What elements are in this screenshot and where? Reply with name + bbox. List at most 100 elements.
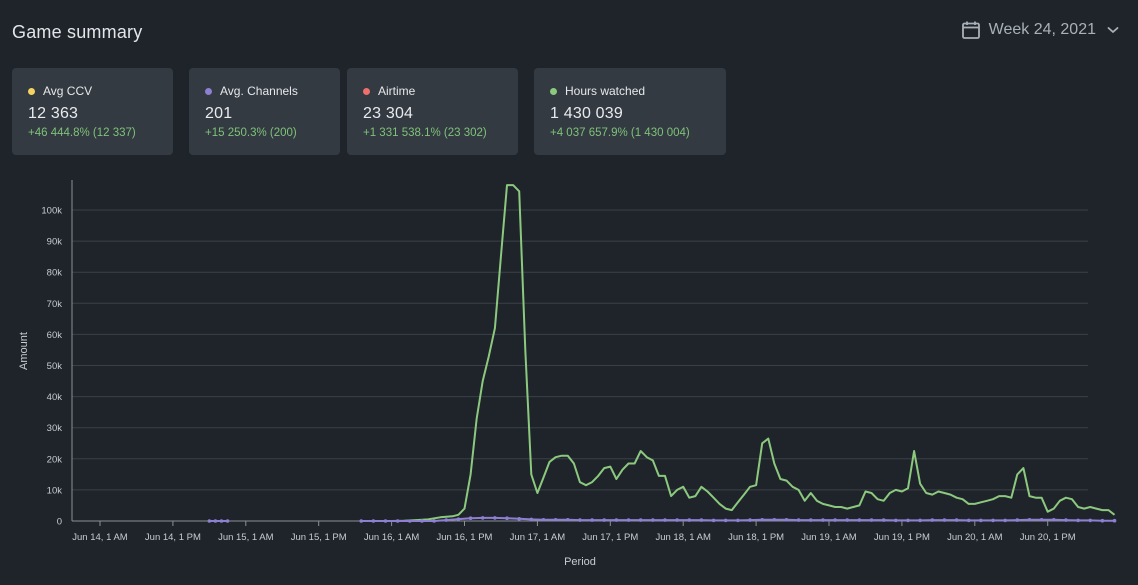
data-point	[954, 518, 959, 522]
data-point	[663, 518, 667, 522]
x-tick-label: Jun 19, 1 AM	[801, 532, 857, 543]
card-delta: +1 331 538.1% (23 302)	[363, 127, 487, 139]
data-point	[1112, 518, 1117, 523]
x-tick-label: Jun 19, 1 PM	[874, 532, 930, 543]
y-tick-label: 40k	[47, 392, 63, 403]
legend-dot	[550, 87, 557, 95]
card-delta: +15 250.3% (200)	[205, 127, 297, 139]
data-point	[408, 519, 412, 523]
x-tick-label: Jun 14, 1 PM	[145, 532, 201, 543]
y-tick-label: 20k	[47, 454, 63, 465]
data-point	[808, 518, 813, 522]
x-tick-label: Jun 15, 1 PM	[291, 532, 347, 543]
data-point	[371, 519, 376, 523]
data-point	[1027, 517, 1032, 522]
data-point	[383, 519, 388, 523]
data-point	[590, 518, 594, 522]
data-point	[219, 519, 224, 523]
data-point	[675, 518, 679, 522]
data-point	[456, 517, 461, 521]
data-point	[225, 519, 230, 523]
y-tick-label: 50k	[47, 361, 63, 372]
data-point	[480, 516, 485, 520]
legend-dot	[28, 87, 35, 95]
y-tick-label: 60k	[47, 330, 63, 341]
data-point	[930, 518, 935, 522]
data-point	[857, 518, 862, 522]
data-point	[493, 516, 497, 520]
x-axis-label: Period	[564, 556, 596, 568]
data-point	[942, 518, 947, 522]
data-point	[760, 517, 764, 522]
series	[207, 184, 1117, 523]
x-tick-label: Jun 15, 1 AM	[218, 532, 274, 543]
y-tick-labels: 0 10k 20k 30k 40k 50k 60k 70k 80k 90k 100k	[41, 206, 62, 528]
x-tick-labels: Jun 14, 1 AM Jun 14, 1 PM Jun 15, 1 AM Jun …	[72, 532, 1075, 543]
y-axis-label: Amount	[18, 332, 30, 370]
y-tick-label: 10k	[47, 485, 63, 496]
x-tick-label: Jun 17, 1 PM	[582, 532, 638, 543]
data-point	[845, 518, 850, 522]
card-label: Airtime	[378, 84, 416, 98]
data-point	[517, 517, 521, 521]
data-point	[869, 518, 874, 522]
data-point	[213, 519, 218, 523]
data-point	[881, 518, 886, 522]
data-point	[821, 518, 825, 522]
week-label: Week 24, 2021	[988, 21, 1096, 38]
axes	[71, 180, 1088, 526]
data-point	[420, 519, 424, 523]
card-label: Hours watched	[565, 84, 646, 98]
card-value: 1 430 039	[550, 105, 623, 122]
legend-dot	[363, 87, 370, 95]
week-picker[interactable]: Week 24, 2021	[961, 20, 1120, 40]
data-point	[1051, 517, 1056, 522]
y-tick-label: 100k	[41, 206, 62, 217]
line-chart: 0 10k 20k 30k 40k 50k 60k 70k 80k 90k 100k Jun 14,…	[18, 180, 1117, 568]
card-hours-watched: Hours watched 1 430 039 +4 037 657.9% (1…	[534, 68, 726, 155]
data-point	[578, 518, 582, 522]
data-point	[638, 518, 643, 522]
card-delta: +46 444.8% (12 337)	[28, 127, 136, 139]
data-point	[772, 517, 777, 522]
x-tick-label: Jun 14, 1 AM	[72, 532, 128, 543]
card-avg-channels: Avg. Channels 201 +15 250.3% (200)	[189, 68, 340, 155]
data-point	[1003, 518, 1007, 523]
data-point	[565, 517, 570, 522]
data-point	[906, 518, 910, 523]
data-point	[736, 518, 740, 523]
x-tick-label: Jun 18, 1 AM	[655, 532, 711, 543]
data-point	[207, 519, 212, 523]
x-tick-label: Jun 16, 1 PM	[437, 532, 493, 543]
chevron-down-icon[interactable]	[1106, 23, 1120, 37]
data-point	[894, 518, 898, 523]
legend-dot	[205, 87, 212, 95]
card-value: 201	[205, 105, 233, 122]
data-point	[432, 519, 436, 523]
data-point	[966, 518, 971, 523]
data-point	[541, 517, 546, 522]
data-point	[505, 516, 509, 521]
series-line-hours-watched	[379, 184, 1116, 522]
data-point	[711, 518, 716, 523]
x-tick-label: Jun 18, 1 PM	[728, 532, 784, 543]
data-point	[1064, 518, 1068, 522]
data-point	[468, 516, 473, 521]
calendar-icon	[961, 20, 981, 40]
y-tick-label: 30k	[47, 423, 63, 434]
card-value: 12 363	[28, 105, 79, 122]
data-point	[687, 518, 692, 522]
data-point	[395, 519, 400, 523]
data-point	[651, 518, 655, 522]
data-point	[1015, 518, 1020, 522]
data-point	[833, 518, 837, 522]
card-label: Avg. Channels	[220, 84, 298, 98]
data-point	[723, 518, 728, 523]
y-tick-label: 90k	[47, 237, 63, 248]
data-point	[1088, 518, 1093, 523]
y-tick-label: 80k	[47, 268, 63, 279]
data-point	[1100, 518, 1105, 523]
data-point	[529, 517, 534, 522]
data-point	[979, 518, 983, 523]
card-label: Avg CCV	[43, 84, 93, 98]
